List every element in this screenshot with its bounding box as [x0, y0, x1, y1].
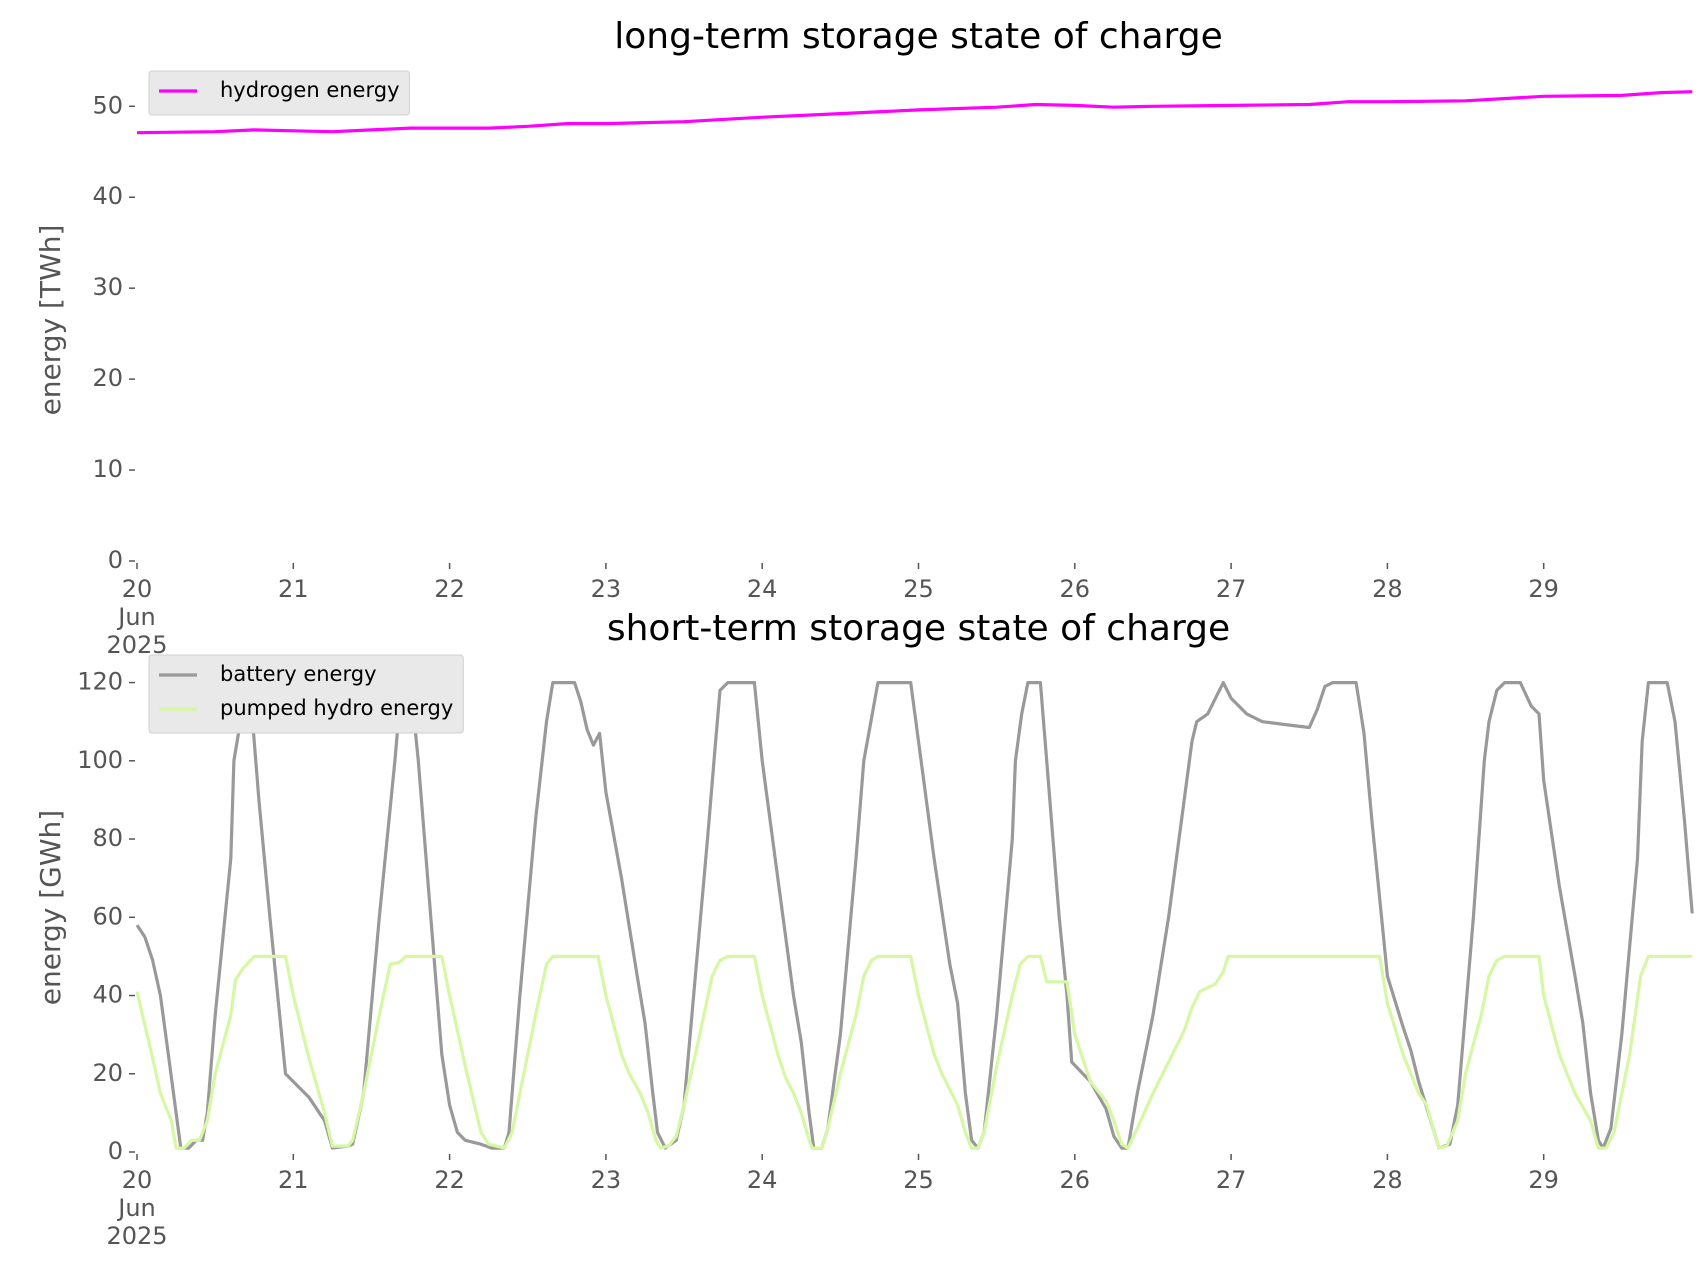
x-tick-label: 29: [1528, 575, 1559, 603]
y-tick-label: 10: [92, 455, 123, 483]
x-tick-label: 26: [1059, 575, 1091, 603]
y-tick-label: 120: [77, 668, 123, 696]
y-tick-label: 80: [92, 824, 123, 852]
series-line: [135, 681, 1694, 1150]
y-axis-label: energy [GWh]: [34, 810, 67, 1005]
x-tick-label: 24: [746, 575, 778, 603]
legend-label: hydrogen energy: [220, 78, 400, 102]
y-tick-label: 50: [92, 91, 123, 119]
y-tick-label: 0: [108, 546, 123, 574]
x-tick-label: 28: [1372, 575, 1403, 603]
x-tick-label: 21: [278, 575, 309, 603]
y-tick-label: 30: [92, 273, 123, 301]
x-tick-label: 23: [590, 575, 622, 603]
series-line: [135, 954, 1693, 1150]
y-tick-label: 20: [92, 364, 123, 392]
x-tick-label: 21: [278, 1166, 309, 1194]
legend-label: battery energy: [220, 662, 377, 686]
x-tick-label: 20 Jun 2025: [106, 575, 168, 659]
x-tick-label: 25: [903, 1166, 934, 1194]
y-tick-label: 20: [92, 1059, 123, 1087]
x-tick-label: 24: [746, 1166, 778, 1194]
series-line: [136, 90, 1693, 135]
legend: hydrogen energy: [148, 70, 410, 116]
y-axis-label: energy [TWh]: [34, 225, 67, 416]
x-tick-label: 20 Jun 2025: [106, 1166, 168, 1250]
legend-box: [148, 70, 410, 116]
x-tick-label: 22: [434, 1166, 465, 1194]
x-tick-label: 27: [1215, 575, 1247, 603]
y-tick-label: 0: [108, 1137, 123, 1165]
x-tick-label: 25: [903, 575, 934, 603]
x-tick-label: 26: [1059, 1166, 1091, 1194]
y-tick-label: 40: [92, 182, 123, 210]
chart-title: short-term storage state of charge: [607, 608, 1230, 649]
x-tick-label: 23: [590, 1166, 622, 1194]
chart-title: long-term storage state of charge: [614, 16, 1222, 57]
x-tick-label: 22: [434, 575, 465, 603]
x-tick-label: 28: [1372, 1166, 1403, 1194]
legend-label: pumped hydro energy: [220, 696, 453, 720]
x-tick-label: 27: [1215, 1166, 1247, 1194]
y-tick-label: 60: [92, 902, 123, 930]
y-tick-label: 100: [77, 746, 123, 774]
x-tick-label: 29: [1528, 1166, 1559, 1194]
y-tick-label: 40: [92, 981, 123, 1009]
legend: battery energy pumped hydro energy: [148, 654, 464, 734]
legend-box: [148, 654, 464, 734]
